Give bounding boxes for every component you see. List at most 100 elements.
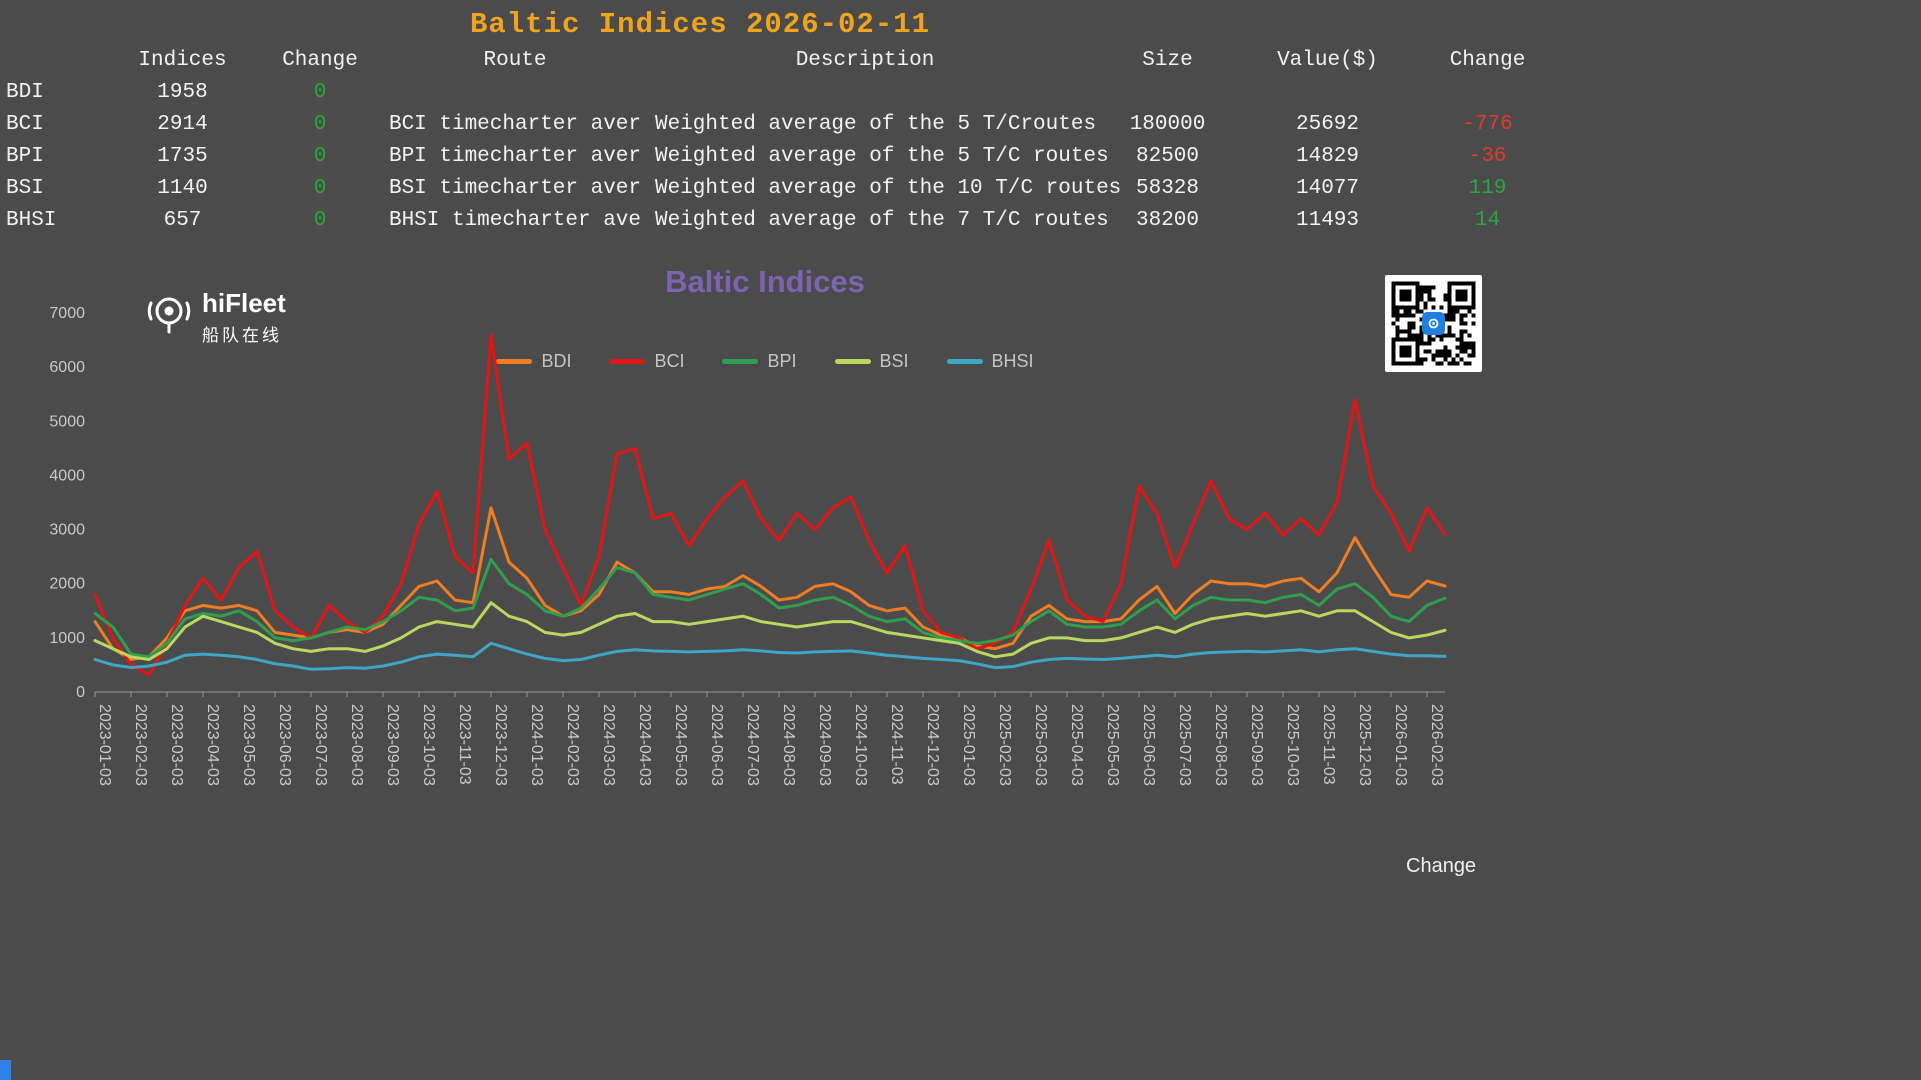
legend-swatch xyxy=(496,359,533,364)
brand-name-cn: 船队在线 xyxy=(202,326,282,345)
legend-label: BPI xyxy=(767,351,797,371)
legend-swatch xyxy=(834,359,871,364)
svg-text:2024-02-03: 2024-02-03 xyxy=(564,704,581,786)
table-body: BDI 1958 0 BCI 2914 0 BCI timecharter aver Weig… xyxy=(0,76,1580,236)
cell-description: Weighted average of the 5 T/C routes xyxy=(655,144,1109,168)
cell-description: Weighted average of the 10 T/C routes xyxy=(655,176,1122,200)
footer-change-label: Change xyxy=(1406,855,1477,877)
index-name: BHSI xyxy=(6,208,57,232)
table-row: BPI 1735 0 BPI timecharter aver Weighted ave… xyxy=(0,140,1580,172)
hifleet-logo: hiFleet 船队在线 xyxy=(146,290,286,346)
table-row: BHSI 657 0 BHSI timecharter ave Weighted ave… xyxy=(0,204,1580,236)
brand-name: hiFleet xyxy=(202,288,286,318)
legend-label: BCI xyxy=(654,351,685,371)
svg-text:2024-11-03: 2024-11-03 xyxy=(888,704,905,785)
cell-route: BSI timecharter aver xyxy=(388,176,642,200)
cell-size: 38200 xyxy=(1135,208,1199,232)
legend-item-bsi[interactable]: BSI xyxy=(834,351,909,372)
cell-route: BCI timecharter aver xyxy=(388,112,642,136)
cell-size: 180000 xyxy=(1129,112,1206,136)
legend-swatch xyxy=(722,359,759,364)
svg-text:2024-08-03: 2024-08-03 xyxy=(780,704,797,786)
svg-text:2023-02-03: 2023-02-03 xyxy=(132,704,149,786)
indices-table: Indices Change Route Description Size Va… xyxy=(0,44,1580,236)
svg-text:2024-10-03: 2024-10-03 xyxy=(852,704,869,786)
legend-swatch xyxy=(609,359,646,364)
legend-item-bdi[interactable]: BDI xyxy=(496,351,571,372)
column-header-value: Value($) xyxy=(1277,48,1378,72)
svg-text:2023-09-03: 2023-09-03 xyxy=(384,704,401,786)
cell-indices: 1140 xyxy=(157,176,208,200)
cell-delta: -776 xyxy=(1462,112,1513,136)
svg-text:5000: 5000 xyxy=(49,413,85,430)
svg-text:2024-05-03: 2024-05-03 xyxy=(672,704,689,786)
cell-change: 0 xyxy=(313,176,327,200)
index-name: BPI xyxy=(6,144,44,168)
table-header: Indices Change Route Description Size Va… xyxy=(0,44,1580,76)
cell-size: 82500 xyxy=(1135,144,1199,168)
svg-text:6000: 6000 xyxy=(49,359,85,376)
legend-swatch xyxy=(946,359,983,364)
column-header-change2: Change xyxy=(1449,48,1526,72)
svg-text:2024-03-03: 2024-03-03 xyxy=(600,704,617,786)
hifleet-logo-icon xyxy=(147,297,191,334)
svg-text:7000: 7000 xyxy=(49,305,85,322)
svg-text:2023-04-03: 2023-04-03 xyxy=(204,704,221,786)
cell-value: 11493 xyxy=(1295,208,1359,232)
index-name: BDI xyxy=(6,80,44,104)
svg-text:2023-06-03: 2023-06-03 xyxy=(276,704,293,786)
svg-text:2025-08-03: 2025-08-03 xyxy=(1212,704,1229,786)
svg-text:2024-09-03: 2024-09-03 xyxy=(816,704,833,786)
table-row: BSI 1140 0 BSI timecharter aver Weighted ave… xyxy=(0,172,1580,204)
cell-change: 0 xyxy=(313,80,327,104)
cell-route: BPI timecharter aver xyxy=(388,144,642,168)
chart-title: Baltic Indices xyxy=(665,264,865,299)
svg-text:2024-06-03: 2024-06-03 xyxy=(708,704,725,786)
svg-text:2000: 2000 xyxy=(49,576,85,593)
svg-text:2025-06-03: 2025-06-03 xyxy=(1140,704,1157,786)
svg-text:2026-01-03: 2026-01-03 xyxy=(1392,704,1409,786)
svg-text:2026-02-03: 2026-02-03 xyxy=(1428,704,1445,786)
legend-item-bhsi[interactable]: BHSI xyxy=(946,351,1034,372)
svg-text:2025-01-03: 2025-01-03 xyxy=(960,704,977,786)
cell-indices: 1735 xyxy=(157,144,208,168)
brand-text: hiFleet 船队在线 xyxy=(202,290,286,346)
legend-item-bpi[interactable]: BPI xyxy=(722,351,797,372)
cell-value: 14829 xyxy=(1295,144,1359,168)
svg-text:2023-03-03: 2023-03-03 xyxy=(168,704,185,786)
qr-code xyxy=(1385,275,1482,372)
column-header-change: Change xyxy=(282,48,358,72)
svg-text:2023-12-03: 2023-12-03 xyxy=(492,704,509,786)
line-chart: 0 1000 2000 3000 4000 5000 6000 7000 2023-01-03 2… xyxy=(49,305,1447,786)
svg-text:2025-12-03: 2025-12-03 xyxy=(1356,704,1373,786)
svg-text:2024-01-03: 2024-01-03 xyxy=(528,704,545,786)
svg-text:2025-11-03: 2025-11-03 xyxy=(1320,704,1337,785)
cell-indices: 1958 xyxy=(157,80,208,104)
cell-route: BHSI timecharter ave xyxy=(388,208,642,232)
index-name: BCI xyxy=(6,112,44,136)
table-row: BCI 2914 0 BCI timecharter aver Weighted ave… xyxy=(0,108,1580,140)
svg-text:2025-09-03: 2025-09-03 xyxy=(1248,704,1265,786)
svg-text:2023-11-03: 2023-11-03 xyxy=(456,704,473,785)
column-header-size: Size xyxy=(1142,48,1193,72)
legend-label: BHSI xyxy=(991,351,1034,371)
column-header-description: Description xyxy=(795,48,935,72)
svg-text:2025-07-03: 2025-07-03 xyxy=(1176,704,1193,786)
cell-change: 0 xyxy=(313,144,327,168)
svg-text:2024-04-03: 2024-04-03 xyxy=(636,704,653,786)
corner-chip xyxy=(0,1060,11,1080)
svg-text:2025-03-03: 2025-03-03 xyxy=(1032,704,1049,786)
svg-text:2023-10-03: 2023-10-03 xyxy=(420,704,437,786)
svg-text:2023-05-03: 2023-05-03 xyxy=(240,704,257,786)
legend-item-bci[interactable]: BCI xyxy=(609,351,684,372)
svg-text:0: 0 xyxy=(76,684,85,701)
cell-description: Weighted average of the 7 T/C routes xyxy=(655,208,1109,232)
svg-text:2024-12-03: 2024-12-03 xyxy=(924,704,941,786)
index-name: BSI xyxy=(6,176,44,200)
svg-text:2025-02-03: 2025-02-03 xyxy=(996,704,1013,786)
cell-delta: -36 xyxy=(1468,144,1507,168)
cell-delta: 119 xyxy=(1468,176,1507,200)
chart-legend: BDI BCI BPI BSI BHSI xyxy=(0,351,1530,372)
svg-text:2025-05-03: 2025-05-03 xyxy=(1104,704,1121,786)
